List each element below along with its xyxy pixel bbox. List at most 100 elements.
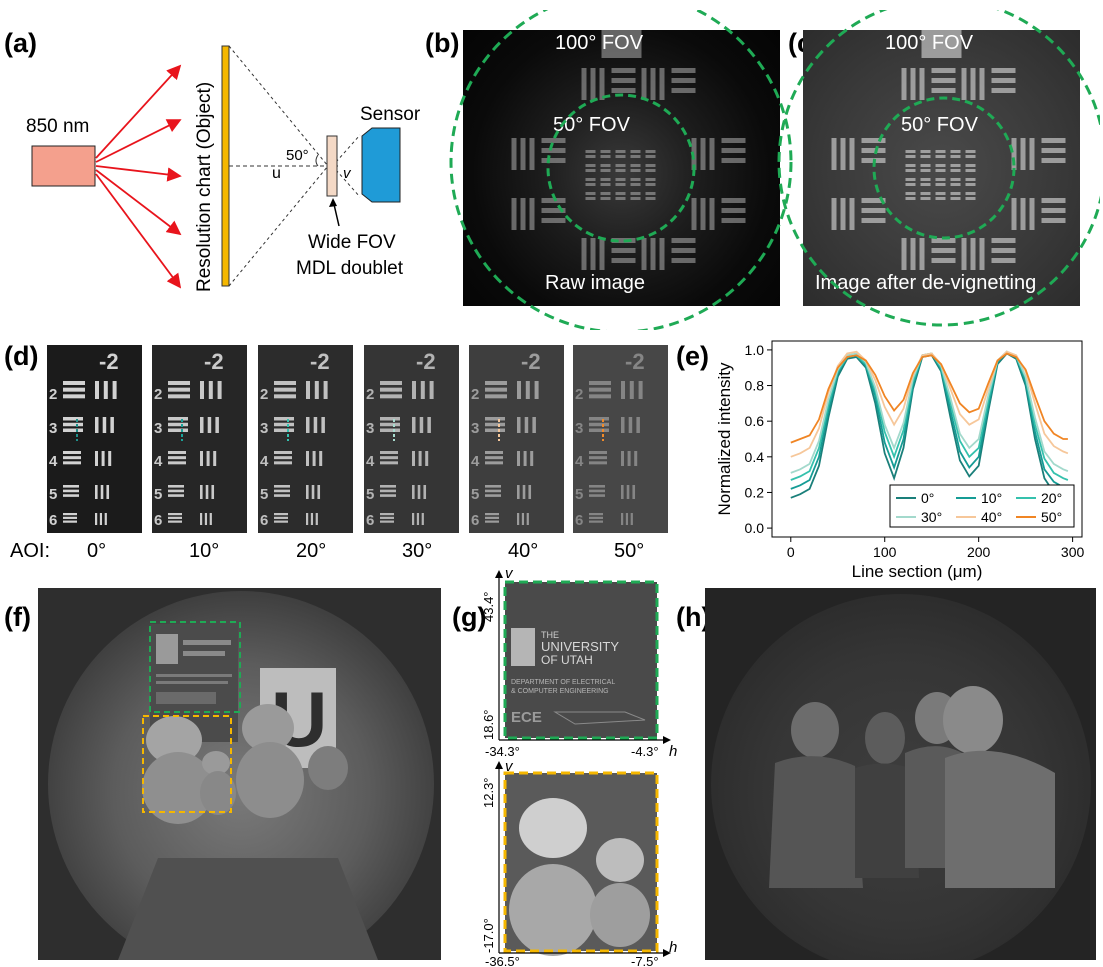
element-number: 3 xyxy=(366,420,374,437)
sign-building-outline xyxy=(553,711,646,725)
v-bar xyxy=(427,417,431,433)
h-bar xyxy=(63,513,77,516)
v-bar xyxy=(517,513,520,525)
crop-toy-body xyxy=(590,883,650,947)
h-bar xyxy=(485,381,507,385)
h-bar xyxy=(274,516,288,519)
h-bar xyxy=(485,387,507,392)
fov-50-circle-c xyxy=(872,96,1016,240)
u-label: u xyxy=(272,165,281,182)
fov-50-circle-b xyxy=(546,93,696,243)
v-bar xyxy=(534,381,539,399)
v-bar xyxy=(108,451,112,466)
h-bar xyxy=(589,461,607,465)
element-number: 4 xyxy=(471,453,480,470)
fov-outer-label-b: 100° FOV xyxy=(555,32,644,54)
v-bar xyxy=(532,417,536,433)
h-bar xyxy=(485,485,501,488)
light-ray xyxy=(95,169,182,236)
h-bar xyxy=(589,451,607,454)
h-bar xyxy=(168,381,190,385)
h-bar xyxy=(589,513,603,516)
element-number: 2 xyxy=(575,386,583,403)
plaque-text-line xyxy=(156,674,232,677)
v-bar xyxy=(101,451,105,466)
v-bar xyxy=(416,513,420,525)
panel-h-label: (h) xyxy=(676,602,711,632)
aoi-tile: -2 2 3 4 5 6 xyxy=(469,345,564,533)
raw-image-caption: Raw image xyxy=(545,272,646,294)
bear-head xyxy=(146,716,202,764)
v-bar xyxy=(517,451,520,466)
h-bar xyxy=(274,494,290,497)
light-ray xyxy=(95,173,182,289)
h-axis-bottom-arrow xyxy=(663,949,671,957)
panel-b-label: (b) xyxy=(425,28,460,58)
v-bar xyxy=(200,381,204,399)
v-bar xyxy=(211,485,215,499)
v-axis-top-arrow xyxy=(495,570,503,578)
h-bar xyxy=(485,417,505,421)
v-bar xyxy=(95,485,98,499)
sign-logo: ECE xyxy=(511,709,542,726)
v-bar xyxy=(200,513,203,525)
h-right-value-bottom: -7.5° xyxy=(631,954,659,967)
v-bar xyxy=(103,381,108,399)
element-number: 6 xyxy=(154,512,162,529)
mdl-doublet-lens xyxy=(326,135,338,197)
h-bar xyxy=(589,387,611,392)
sign-line4: DEPARTMENT OF ELECTRICAL xyxy=(511,679,615,686)
h-bar xyxy=(485,422,505,427)
v-bar xyxy=(104,513,107,525)
crop-box-green xyxy=(503,580,659,740)
v-bar xyxy=(319,451,323,466)
small-toy-head xyxy=(202,751,230,775)
h-bar xyxy=(589,381,611,385)
plaque-text-line xyxy=(183,651,225,656)
h-bar xyxy=(380,494,396,497)
h-bar xyxy=(63,494,79,497)
y-tick-label: 0.4 xyxy=(745,449,765,465)
image-line-bottom xyxy=(335,169,361,198)
sign-line2: UNIVERSITY xyxy=(541,639,619,654)
element-number: 6 xyxy=(471,512,479,529)
series-line xyxy=(790,352,1068,444)
image-line-top xyxy=(335,134,361,163)
v-bar xyxy=(418,451,422,466)
v-bar xyxy=(632,485,636,499)
v-bar xyxy=(522,485,526,499)
v-top-value-top: 43.4° xyxy=(481,591,496,622)
person-1-body xyxy=(769,756,863,888)
v-bar xyxy=(204,513,208,525)
v-bar xyxy=(206,451,210,466)
h-bar xyxy=(485,494,501,497)
h-axis-top-arrow xyxy=(663,736,671,744)
scene-f-graphic: U xyxy=(48,591,434,967)
y-axis-label: Normalized intensity xyxy=(715,362,734,516)
person-1-head xyxy=(791,702,839,758)
aoi-10: 10° xyxy=(189,540,220,562)
v-bar xyxy=(314,381,319,399)
element-number: 3 xyxy=(575,420,583,437)
h-bar xyxy=(274,451,292,454)
small-figure xyxy=(308,746,348,790)
v-label-bottom: v xyxy=(505,758,514,775)
legend: 0° 10° 20° 30° 40° 50° xyxy=(889,484,1075,528)
h-left-value-top: -34.3° xyxy=(485,744,520,759)
h-bar xyxy=(380,422,400,427)
v-bar xyxy=(517,485,520,499)
crop-bear-body xyxy=(509,864,597,956)
aoi-tile: -2 2 3 4 5 6 xyxy=(47,345,142,533)
v-bar xyxy=(419,417,424,433)
group-label: -2 xyxy=(204,349,224,374)
v-bar xyxy=(102,417,107,433)
intensity-line-chart: 0 100 200 300 0.0 0.2 0.4 0.6 0.8 1.0 Line section… xyxy=(715,340,1084,581)
h-bar xyxy=(168,417,188,421)
h-bar xyxy=(63,520,77,523)
element-number: 5 xyxy=(366,486,374,503)
aoi-tile-chart: -2 2 3 4 5 6 xyxy=(471,349,541,529)
panel-g-crops: THE UNIVERSITY OF UTAH DEPARTMENT OF ELE… xyxy=(481,565,677,967)
v-bar xyxy=(636,417,640,433)
h-bar xyxy=(589,516,603,519)
aoi-tile-chart: -2 2 3 4 5 6 xyxy=(366,349,436,529)
